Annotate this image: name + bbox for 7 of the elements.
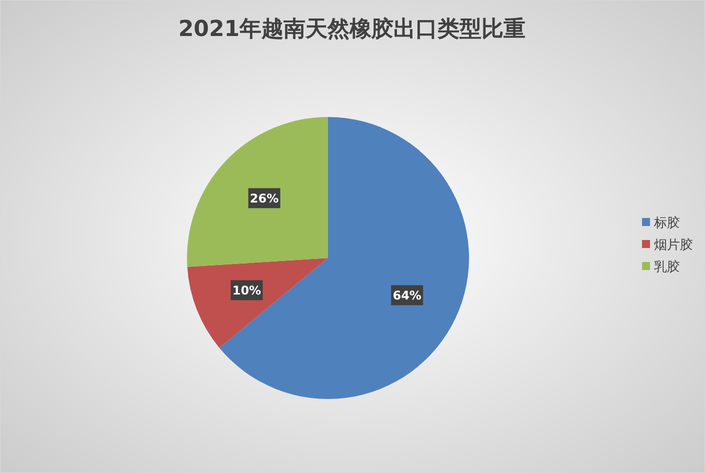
legend-label: 标胶 bbox=[653, 216, 680, 231]
data-label: 26% bbox=[250, 192, 279, 206]
chart-title: 2021年越南天然橡胶出口类型比重 bbox=[178, 16, 526, 42]
legend-label: 烟片胶 bbox=[654, 238, 693, 253]
data-label: 64% bbox=[392, 288, 422, 303]
data-label: 10% bbox=[232, 284, 262, 298]
legend-label: 乳胶 bbox=[654, 260, 680, 275]
